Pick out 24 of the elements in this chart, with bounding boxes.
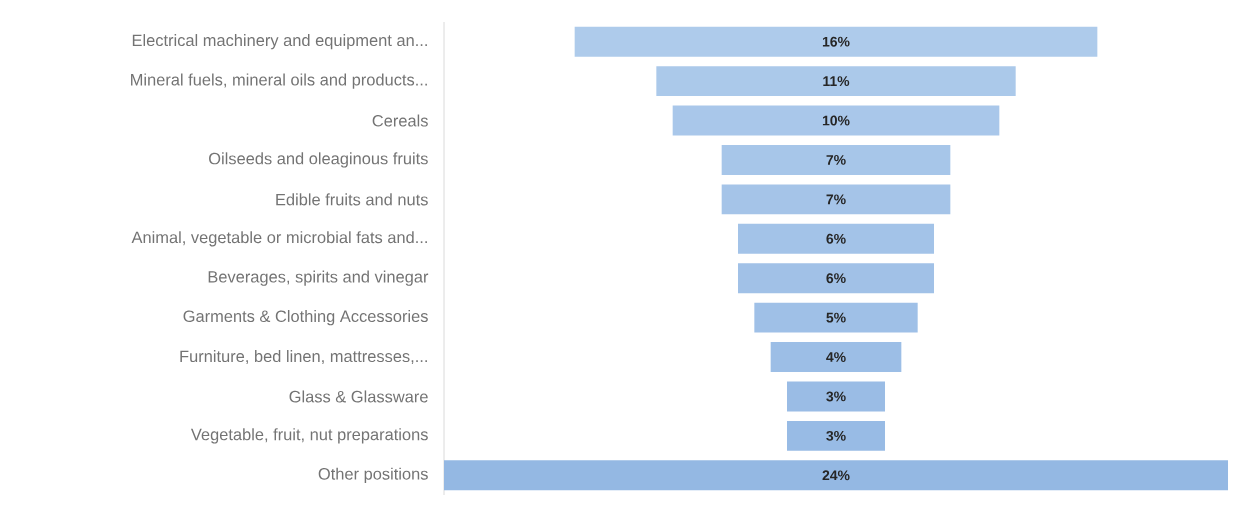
category-label: Vegetable, fruit, nut preparations [190, 428, 428, 444]
data-label: 6% [826, 273, 846, 284]
category-label: Other positions [318, 467, 428, 483]
data-label: 3% [826, 391, 846, 402]
category-label: Mineral fuels, mineral oils and products... [131, 73, 427, 89]
category-label: Cereals [372, 114, 428, 127]
data-label: 7% [826, 194, 846, 205]
category-label: Animal, vegetable or microbial fats and... [131, 231, 427, 247]
category-label: Glass & Glassware [289, 390, 428, 403]
data-label: 11% [823, 76, 850, 87]
data-label: 3% [826, 430, 846, 441]
data-label: 6% [826, 233, 846, 244]
data-label: 5% [826, 312, 846, 323]
data-label: 4% [826, 352, 846, 362]
category-label: Oilseeds and oleaginous fruits [209, 152, 428, 168]
category-label: Garments & Clothing Accessories [183, 309, 428, 326]
data-label: 7% [826, 155, 846, 165]
data-label: 16% [822, 36, 850, 47]
category-label: Beverages, spirits and vinegar [208, 270, 429, 286]
data-label: 10% [822, 115, 850, 126]
category-label: Furniture, bed linen, mattresses,... [180, 350, 427, 365]
category-label: Edible fruits and nuts [276, 193, 428, 206]
category-label: Electrical machinery and equipment an... [132, 34, 427, 50]
data-label: 24% [822, 470, 850, 481]
